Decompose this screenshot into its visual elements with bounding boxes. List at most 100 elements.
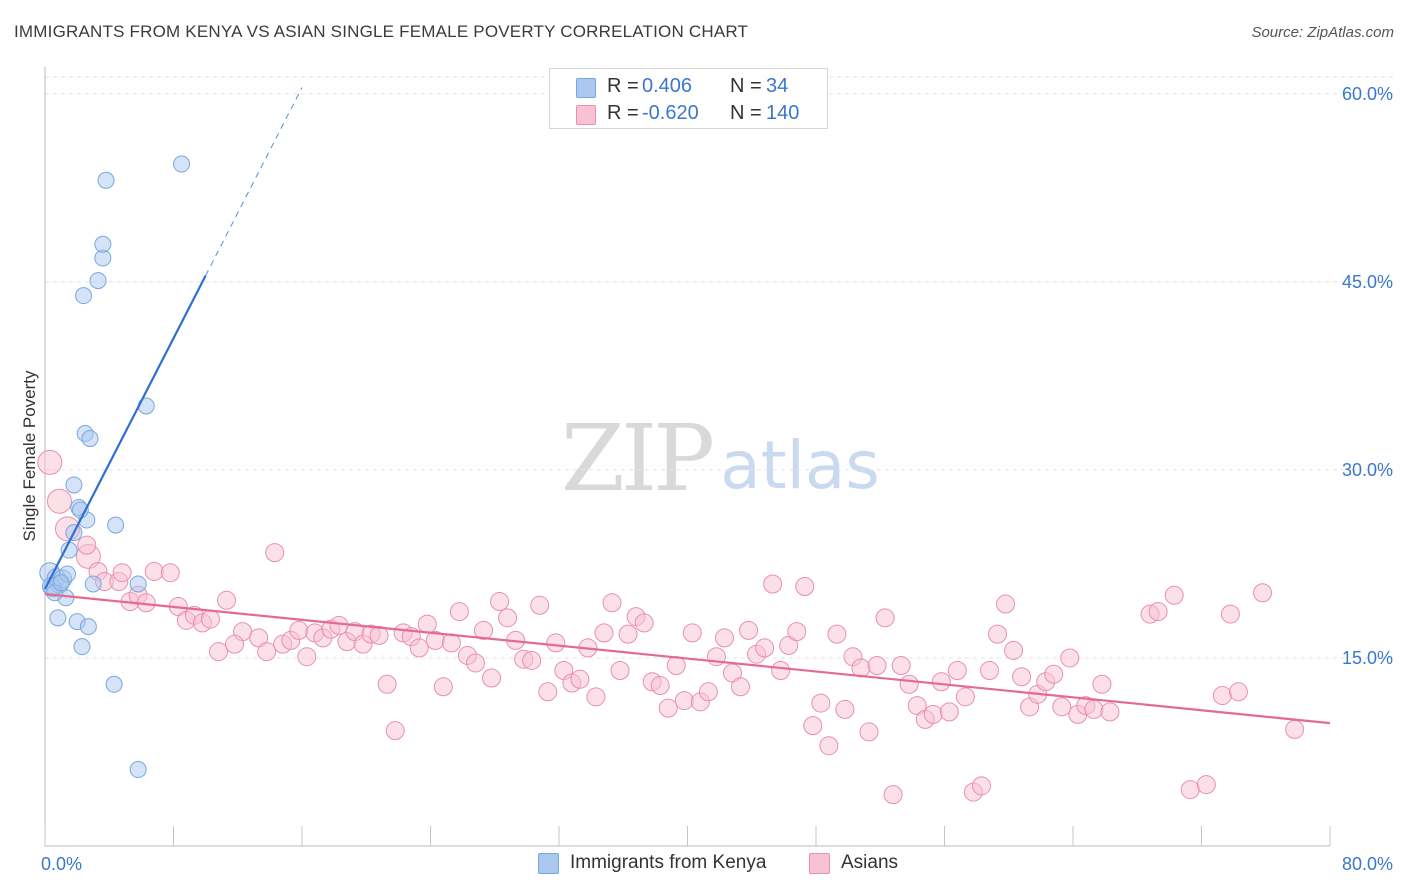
- axes: [44, 67, 1331, 847]
- data-point: [546, 633, 566, 653]
- data-point: [618, 624, 638, 644]
- data-point: [1084, 699, 1104, 719]
- data-point: [474, 620, 494, 640]
- data-point: [49, 609, 67, 627]
- data-point: [225, 634, 245, 654]
- data-point: [129, 575, 147, 593]
- n-value: 34: [766, 75, 789, 97]
- data-point: [1092, 674, 1112, 694]
- data-point: [988, 624, 1008, 644]
- data-point: [265, 543, 285, 563]
- data-point: [1148, 602, 1168, 622]
- legend-label-kenya: Immigrants from Kenya: [570, 852, 767, 873]
- gridlines: [45, 76, 1394, 659]
- data-point: [827, 624, 847, 644]
- data-point: [1004, 640, 1024, 660]
- data-point: [859, 722, 879, 742]
- y-tick-label: 60.0%: [1342, 84, 1393, 104]
- kenya-trend-line: [44, 275, 207, 590]
- data-point: [610, 660, 630, 680]
- watermark-atlas: atlas: [720, 427, 880, 504]
- data-point: [160, 563, 180, 583]
- data-point: [1228, 682, 1248, 702]
- data-point: [1060, 648, 1080, 668]
- data-point: [490, 592, 510, 612]
- data-point: [144, 561, 164, 581]
- correlation-legend: R = 0.406 N = 34 R = -0.620 N = 140: [549, 68, 828, 129]
- legend-swatch-kenya: [576, 78, 596, 98]
- data-point: [947, 660, 967, 680]
- data-point: [1285, 719, 1305, 739]
- legend-swatch-asians: [576, 105, 596, 125]
- data-point: [971, 776, 991, 796]
- data-point: [97, 171, 115, 189]
- n-label: N =: [730, 102, 762, 124]
- data-point: [883, 785, 903, 805]
- data-point: [731, 677, 751, 697]
- data-point: [570, 669, 590, 689]
- data-point: [75, 287, 93, 305]
- data-point: [634, 613, 654, 633]
- data-point: [819, 736, 839, 756]
- data-point: [84, 575, 102, 593]
- data-point: [208, 642, 228, 662]
- data-point: [674, 691, 694, 711]
- data-point: [449, 602, 469, 622]
- data-point: [522, 650, 542, 670]
- data-point: [650, 676, 670, 696]
- data-point: [1012, 667, 1032, 687]
- data-point: [996, 594, 1016, 614]
- data-point: [538, 682, 558, 702]
- data-point: [1044, 664, 1064, 684]
- data-point: [594, 623, 614, 643]
- series-legend: Immigrants from Kenya Asians: [0, 852, 1406, 878]
- data-point: [257, 642, 277, 662]
- data-point: [923, 704, 943, 724]
- data-point: [931, 672, 951, 692]
- data-point: [602, 593, 622, 613]
- data-point: [369, 625, 389, 645]
- data-point: [377, 674, 397, 694]
- data-point: [875, 608, 895, 628]
- data-point: [763, 574, 783, 594]
- data-point: [658, 698, 678, 718]
- data-point: [329, 615, 349, 635]
- data-point: [755, 638, 775, 658]
- data-point: [433, 677, 453, 697]
- n-value: 140: [766, 102, 800, 124]
- legend-swatch-asians: [809, 853, 830, 874]
- data-point: [771, 660, 791, 680]
- data-point: [77, 535, 97, 555]
- data-point: [37, 449, 63, 475]
- r-value: 0.406: [642, 75, 693, 97]
- data-point: [52, 574, 70, 592]
- data-point: [979, 660, 999, 680]
- chart-title: IMMIGRANTS FROM KENYA VS ASIAN SINGLE FE…: [14, 22, 749, 41]
- data-point: [530, 595, 550, 615]
- data-point: [441, 633, 461, 653]
- data-point: [385, 721, 405, 741]
- data-point: [465, 653, 485, 673]
- data-point: [46, 488, 72, 514]
- data-point: [795, 576, 815, 596]
- data-point: [939, 702, 959, 722]
- data-point: [1164, 585, 1184, 605]
- data-point: [1212, 686, 1232, 706]
- data-point: [112, 563, 132, 583]
- data-point: [129, 761, 147, 779]
- data-point: [955, 687, 975, 707]
- data-point: [65, 476, 83, 494]
- y-tick-label: 15.0%: [1342, 648, 1393, 668]
- data-point: [79, 618, 97, 636]
- data-point: [217, 590, 237, 610]
- data-point: [891, 655, 911, 675]
- watermark: ZIP atlas: [561, 405, 880, 512]
- legend-swatch-kenya: [538, 853, 559, 874]
- source-credit: Source: ZipAtlas.com: [1251, 24, 1394, 41]
- data-point: [105, 675, 123, 693]
- data-point: [739, 620, 759, 640]
- data-point: [107, 516, 125, 534]
- n-label: N =: [730, 75, 762, 97]
- x-tick-label: 80.0%: [1342, 854, 1393, 874]
